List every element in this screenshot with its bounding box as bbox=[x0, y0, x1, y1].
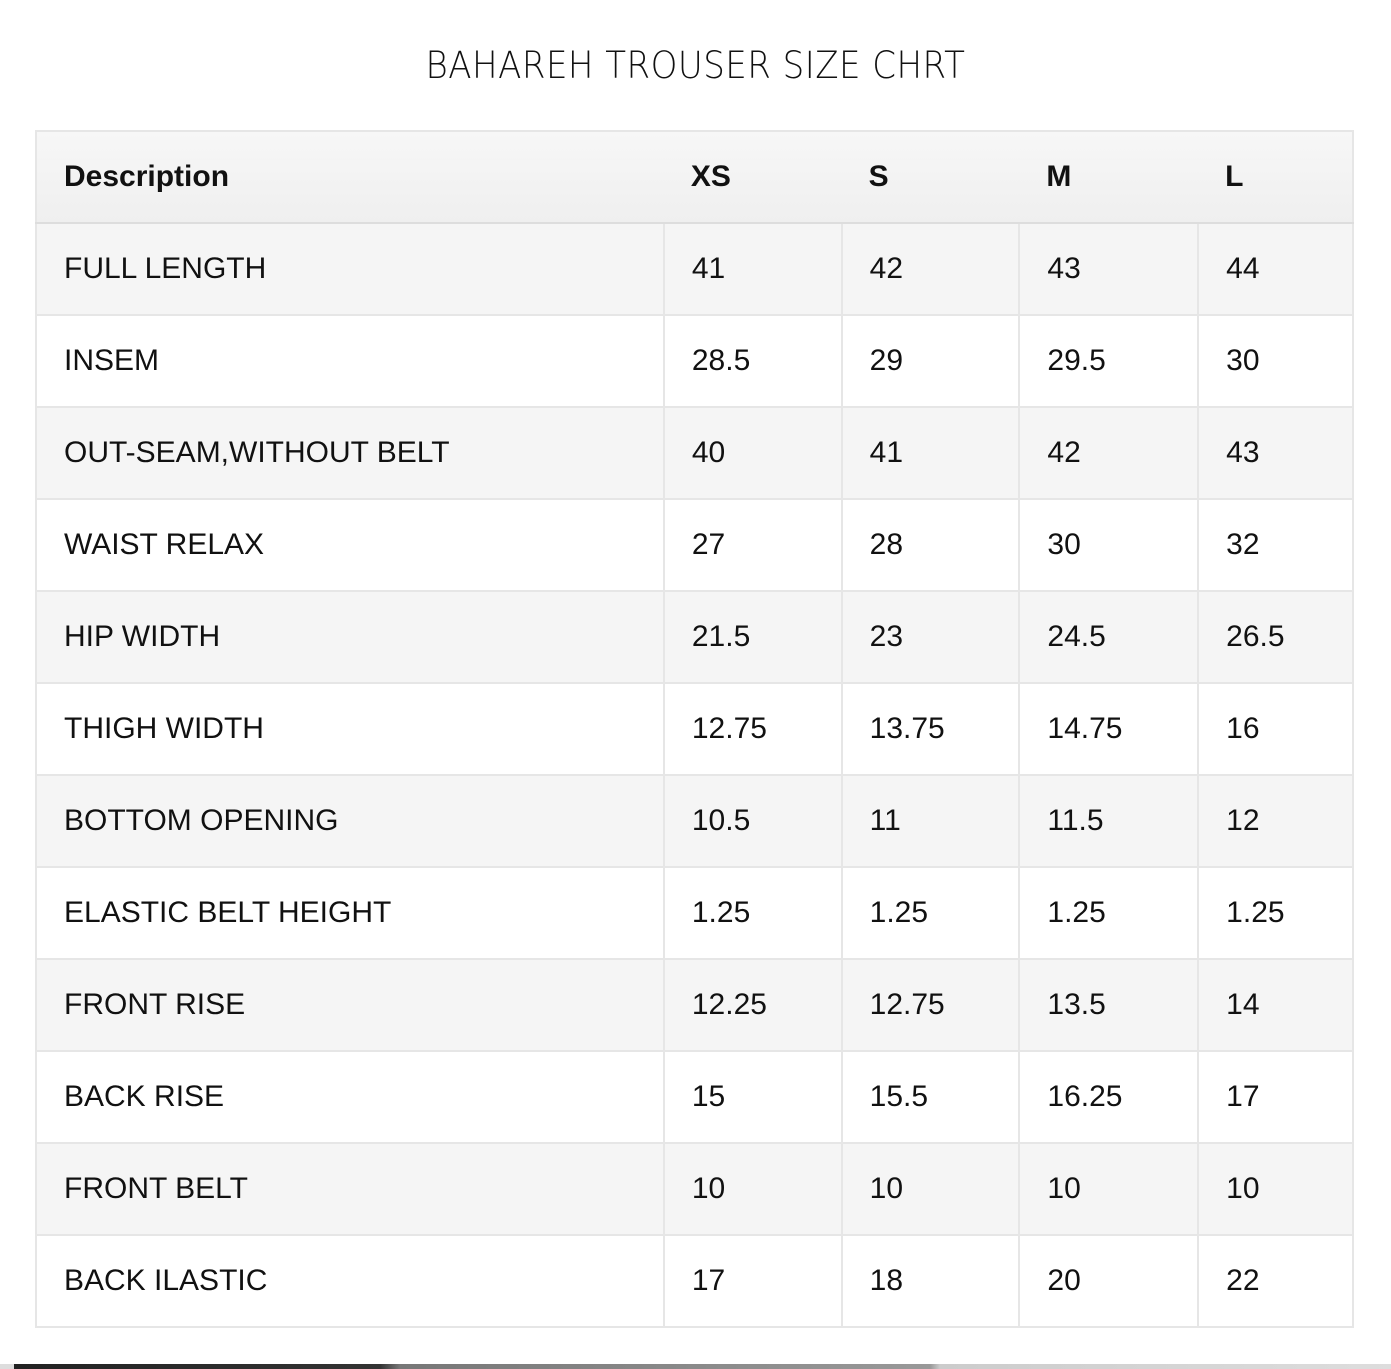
cell-value: 32 bbox=[1197, 498, 1353, 591]
table-row: BOTTOM OPENING 10.5 11 11.5 12 bbox=[36, 774, 1353, 867]
table-header-row: Description XS S M L bbox=[36, 130, 1353, 224]
cell-value: 42 bbox=[1018, 406, 1199, 499]
cell-value: 42 bbox=[840, 222, 1020, 315]
cell-value: 17 bbox=[662, 1234, 842, 1327]
cell-value: 10 bbox=[662, 1142, 842, 1235]
cell-value: 30 bbox=[1018, 498, 1199, 591]
cell-value: 16 bbox=[1197, 682, 1353, 775]
size-chart-table: Description XS S M L FULL LENGTH 41 42 43 44 INSE… bbox=[35, 130, 1354, 1328]
cell-value: 17 bbox=[1197, 1050, 1353, 1143]
table-row: OUT-SEAM,WITHOUT BELT 40 41 42 43 bbox=[36, 406, 1353, 499]
cell-value: 40 bbox=[662, 406, 842, 499]
cell-value: 41 bbox=[840, 406, 1020, 499]
cell-value: 10 bbox=[1197, 1142, 1353, 1235]
cell-value: 44 bbox=[1197, 222, 1353, 315]
cell-value: 14.75 bbox=[1018, 682, 1199, 775]
row-label: HIP WIDTH bbox=[36, 590, 664, 683]
table-row: ELASTIC BELT HEIGHT 1.25 1.25 1.25 1.25 bbox=[36, 866, 1353, 959]
table-row: FRONT BELT 10 10 10 10 bbox=[36, 1142, 1353, 1235]
cell-value: 23 bbox=[840, 590, 1020, 683]
table-row: BACK RISE 15 15.5 16.25 17 bbox=[36, 1050, 1353, 1143]
row-label: ELASTIC BELT HEIGHT bbox=[36, 866, 664, 959]
row-label: BACK RISE bbox=[36, 1050, 664, 1143]
table-row: WAIST RELAX 27 28 30 32 bbox=[36, 498, 1353, 591]
row-label: WAIST RELAX bbox=[36, 498, 664, 591]
cell-value: 28 bbox=[840, 498, 1020, 591]
row-label: OUT-SEAM,WITHOUT BELT bbox=[36, 406, 664, 499]
cell-value: 1.25 bbox=[1197, 866, 1353, 959]
cell-value: 16.25 bbox=[1018, 1050, 1199, 1143]
cell-value: 13.5 bbox=[1018, 958, 1199, 1051]
cell-value: 10.5 bbox=[662, 774, 842, 867]
column-header: S bbox=[841, 130, 1020, 224]
cell-value: 11 bbox=[840, 774, 1020, 867]
cell-value: 13.75 bbox=[840, 682, 1020, 775]
table-row: INSEM 28.5 29 29.5 30 bbox=[36, 314, 1353, 407]
cell-value: 22 bbox=[1197, 1234, 1353, 1327]
cell-value: 1.25 bbox=[1018, 866, 1199, 959]
page-title: BAHAREH TROUSER SIZE CHRT bbox=[425, 44, 966, 87]
row-label: BOTTOM OPENING bbox=[36, 774, 664, 867]
cell-value: 15.5 bbox=[840, 1050, 1020, 1143]
column-header: XS bbox=[663, 130, 842, 224]
cell-value: 12.25 bbox=[662, 958, 842, 1051]
cell-value: 43 bbox=[1018, 222, 1199, 315]
cell-value: 12.75 bbox=[662, 682, 842, 775]
image-strip bbox=[0, 1364, 1391, 1369]
cell-value: 12.75 bbox=[840, 958, 1020, 1051]
cell-value: 18 bbox=[840, 1234, 1020, 1327]
cell-value: 29 bbox=[840, 314, 1020, 407]
row-label: INSEM bbox=[36, 314, 664, 407]
cell-value: 26.5 bbox=[1197, 590, 1353, 683]
column-header: L bbox=[1198, 130, 1353, 224]
table-row: FULL LENGTH 41 42 43 44 bbox=[36, 222, 1353, 315]
cell-value: 14 bbox=[1197, 958, 1353, 1051]
cell-value: 10 bbox=[840, 1142, 1020, 1235]
cell-value: 43 bbox=[1197, 406, 1353, 499]
cell-value: 1.25 bbox=[840, 866, 1020, 959]
cell-value: 20 bbox=[1018, 1234, 1199, 1327]
cell-value: 15 bbox=[662, 1050, 842, 1143]
row-label: THIGH WIDTH bbox=[36, 682, 664, 775]
row-label: FRONT BELT bbox=[36, 1142, 664, 1235]
row-label: BACK ILASTIC bbox=[36, 1234, 664, 1327]
cell-value: 21.5 bbox=[662, 590, 842, 683]
cell-value: 28.5 bbox=[662, 314, 842, 407]
cell-value: 27 bbox=[662, 498, 842, 591]
table-row: FRONT RISE 12.25 12.75 13.5 14 bbox=[36, 958, 1353, 1051]
cell-value: 24.5 bbox=[1018, 590, 1199, 683]
cell-value: 1.25 bbox=[662, 866, 842, 959]
cell-value: 29.5 bbox=[1018, 314, 1199, 407]
cell-value: 30 bbox=[1197, 314, 1353, 407]
cell-value: 11.5 bbox=[1018, 774, 1199, 867]
column-header: Description bbox=[36, 130, 664, 224]
table-row: BACK ILASTIC 17 18 20 22 bbox=[36, 1234, 1353, 1327]
cell-value: 10 bbox=[1018, 1142, 1199, 1235]
cell-value: 12 bbox=[1197, 774, 1353, 867]
table-row: HIP WIDTH 21.5 23 24.5 26.5 bbox=[36, 590, 1353, 683]
row-label: FRONT RISE bbox=[36, 958, 664, 1051]
column-header: M bbox=[1019, 130, 1199, 224]
cell-value: 41 bbox=[662, 222, 842, 315]
table-row: THIGH WIDTH 12.75 13.75 14.75 16 bbox=[36, 682, 1353, 775]
row-label: FULL LENGTH bbox=[36, 222, 664, 315]
